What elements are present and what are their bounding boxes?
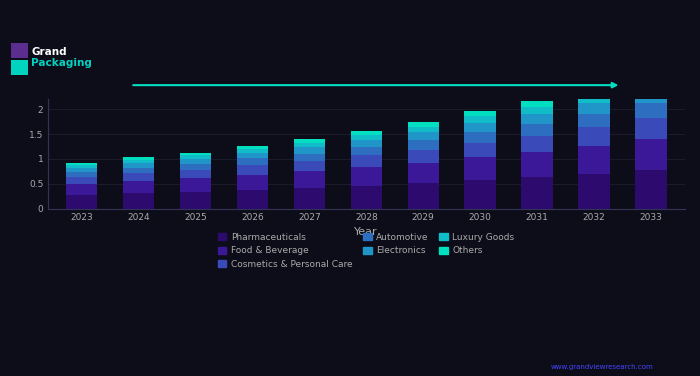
Bar bbox=[578, 103, 610, 114]
Bar bbox=[635, 75, 666, 82]
X-axis label: Year: Year bbox=[354, 227, 378, 237]
Bar bbox=[123, 164, 154, 168]
Bar bbox=[123, 193, 154, 209]
Bar bbox=[578, 174, 610, 209]
Bar bbox=[180, 164, 211, 170]
Bar bbox=[522, 114, 553, 124]
Bar bbox=[66, 168, 97, 172]
Bar bbox=[635, 139, 666, 170]
Bar bbox=[123, 160, 154, 164]
Bar bbox=[465, 132, 496, 143]
Bar bbox=[522, 124, 553, 136]
Bar bbox=[465, 158, 496, 180]
Bar bbox=[578, 95, 610, 103]
Bar bbox=[66, 165, 97, 168]
Text: www.grandviewresearch.com: www.grandviewresearch.com bbox=[551, 364, 653, 370]
Bar bbox=[522, 107, 553, 114]
Bar bbox=[578, 89, 610, 95]
Bar bbox=[294, 188, 325, 209]
Bar bbox=[180, 159, 211, 164]
Bar bbox=[635, 103, 666, 118]
Bar bbox=[465, 123, 496, 132]
Bar bbox=[578, 127, 610, 146]
Bar bbox=[351, 186, 382, 209]
Bar bbox=[237, 175, 268, 190]
Bar bbox=[635, 170, 666, 209]
Bar bbox=[294, 143, 325, 147]
Bar bbox=[294, 153, 325, 161]
Text: Packaging: Packaging bbox=[32, 58, 92, 68]
Bar bbox=[123, 158, 154, 160]
Bar bbox=[522, 102, 553, 107]
Bar bbox=[351, 147, 382, 156]
Bar bbox=[522, 152, 553, 177]
Bar bbox=[123, 168, 154, 173]
Bar bbox=[578, 146, 610, 174]
Bar bbox=[407, 132, 439, 140]
Bar bbox=[578, 114, 610, 127]
Bar bbox=[351, 135, 382, 140]
Bar bbox=[180, 153, 211, 156]
Bar bbox=[180, 192, 211, 209]
Bar bbox=[237, 149, 268, 153]
Bar bbox=[351, 167, 382, 186]
Bar bbox=[237, 190, 268, 209]
Bar bbox=[66, 177, 97, 184]
Bar bbox=[237, 165, 268, 175]
Legend: Pharmaceuticals, Food & Beverage, Cosmetics & Personal Care, Automotive, Electro: Pharmaceuticals, Food & Beverage, Cosmet… bbox=[218, 233, 514, 269]
Bar bbox=[635, 118, 666, 139]
Bar bbox=[351, 156, 382, 167]
Bar bbox=[465, 116, 496, 123]
Bar bbox=[351, 140, 382, 147]
Bar bbox=[635, 82, 666, 91]
Bar bbox=[66, 195, 97, 209]
Bar bbox=[66, 172, 97, 177]
Bar bbox=[237, 146, 268, 149]
Bar bbox=[123, 181, 154, 193]
Bar bbox=[294, 139, 325, 143]
Bar bbox=[407, 127, 439, 132]
Bar bbox=[180, 156, 211, 159]
Bar bbox=[294, 147, 325, 153]
Bar bbox=[237, 158, 268, 165]
Bar bbox=[465, 180, 496, 209]
Bar bbox=[351, 131, 382, 135]
Bar bbox=[522, 177, 553, 209]
Bar bbox=[522, 136, 553, 152]
Bar bbox=[66, 163, 97, 165]
Bar bbox=[407, 163, 439, 183]
Bar bbox=[237, 153, 268, 158]
Bar bbox=[407, 183, 439, 209]
Bar bbox=[123, 173, 154, 181]
Bar bbox=[180, 170, 211, 178]
Bar bbox=[635, 91, 666, 103]
Text: Grand: Grand bbox=[32, 47, 67, 57]
Bar bbox=[407, 150, 439, 163]
Bar bbox=[180, 178, 211, 192]
Bar bbox=[465, 111, 496, 116]
Bar bbox=[465, 143, 496, 158]
Bar bbox=[407, 140, 439, 150]
Bar bbox=[407, 122, 439, 127]
Bar bbox=[66, 184, 97, 195]
Bar bbox=[294, 161, 325, 171]
Bar bbox=[294, 171, 325, 188]
